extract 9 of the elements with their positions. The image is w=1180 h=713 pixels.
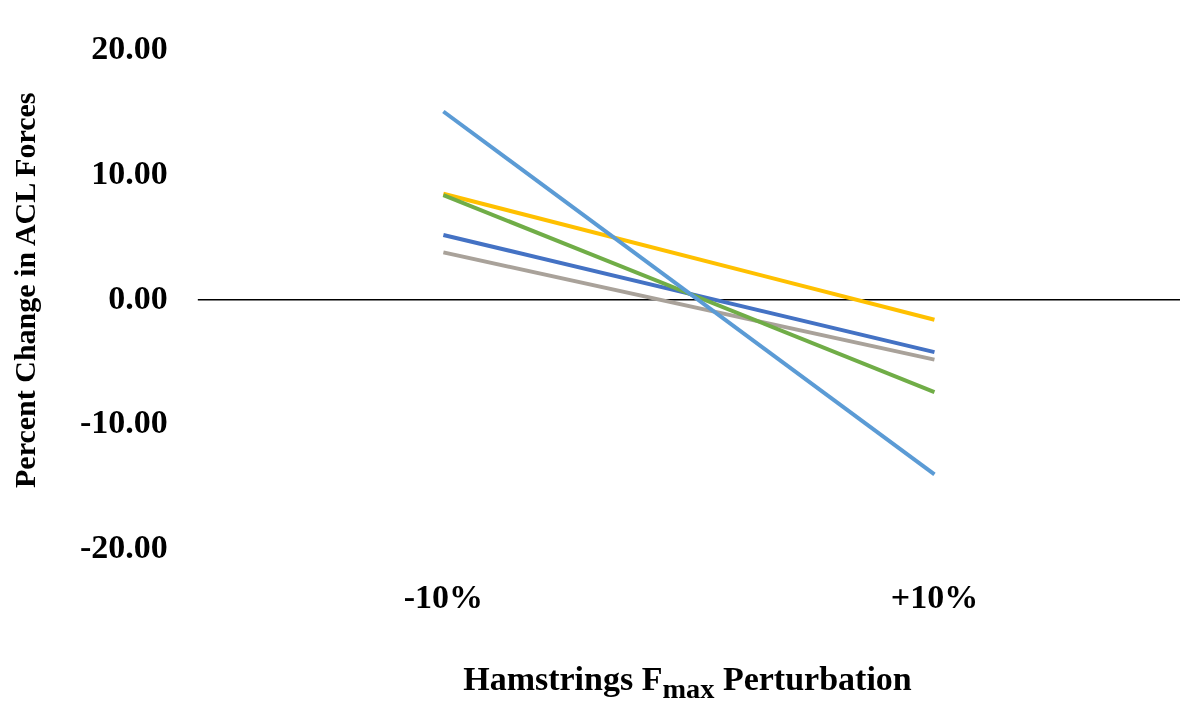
y-axis-title: Percent Change in ACL Forces xyxy=(8,91,42,490)
y-tick-label: 10.00 xyxy=(91,153,168,191)
y-tick-label: 20.00 xyxy=(91,29,168,67)
x-axis-title: Hamstrings F$_{max}$ Perturbation xyxy=(462,660,913,705)
x-tick-label: -10% xyxy=(403,578,484,616)
y-tick-label: -10.00 xyxy=(79,403,168,441)
x-tick-label: +10% xyxy=(890,578,979,616)
y-tick-label: -20.00 xyxy=(79,527,168,565)
y-tick-label: 0.00 xyxy=(108,278,168,316)
